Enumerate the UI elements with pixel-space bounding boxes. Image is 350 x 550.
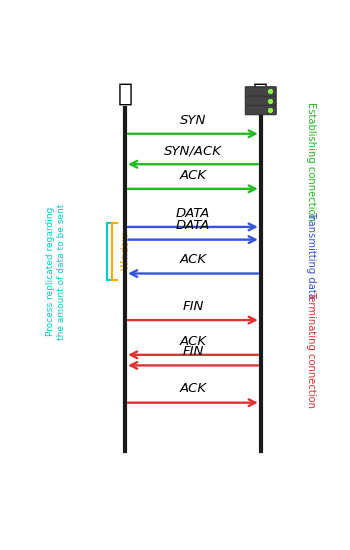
FancyBboxPatch shape: [245, 106, 276, 115]
FancyBboxPatch shape: [245, 87, 276, 96]
Text: 💻: 💻: [118, 81, 133, 106]
Text: Window: Window: [121, 232, 131, 271]
Text: Process replicated regarding
the amount of data to be sent: Process replicated regarding the amount …: [46, 203, 66, 339]
Text: ACK: ACK: [179, 334, 206, 348]
Text: DATA: DATA: [176, 219, 210, 233]
Text: SYN: SYN: [180, 113, 206, 127]
Text: ACK: ACK: [179, 254, 206, 266]
FancyBboxPatch shape: [245, 96, 276, 106]
Text: Terminating connection: Terminating connection: [306, 292, 316, 408]
Text: ACK: ACK: [179, 169, 206, 182]
Text: DATA: DATA: [176, 207, 210, 220]
Text: FIN: FIN: [182, 300, 204, 313]
Text: 🖥: 🖥: [253, 81, 268, 106]
Text: Establishing connection: Establishing connection: [306, 102, 316, 221]
Text: SYN/ACK: SYN/ACK: [164, 144, 222, 157]
Text: ACK: ACK: [179, 382, 206, 395]
Text: Transmitting data: Transmitting data: [306, 211, 316, 299]
Text: FIN: FIN: [182, 345, 204, 358]
